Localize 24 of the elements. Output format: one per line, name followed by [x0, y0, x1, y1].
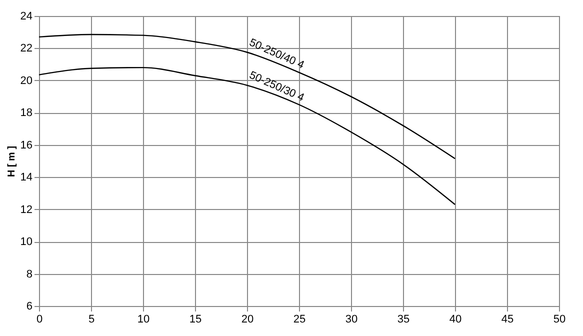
x-tick-label: 20 [241, 314, 254, 326]
y-tick-label: 12 [20, 204, 32, 216]
line-series [38, 34, 456, 160]
y-tick-label: 24 [20, 10, 32, 22]
x-tick-label: 15 [189, 314, 202, 326]
y-tick-label: 8 [26, 268, 32, 280]
x-tick-label: 10 [137, 314, 150, 326]
x-tick-label: 0 [36, 314, 43, 326]
line-series [38, 66, 456, 206]
x-tick-label: 45 [501, 314, 514, 326]
x-tick-label: 30 [345, 314, 358, 326]
x-tick-label: 50 [553, 314, 566, 326]
y-tick-label: 22 [20, 42, 32, 55]
y-tick-label: 10 [20, 236, 32, 248]
y-tick-label: 16 [20, 139, 32, 152]
y-tick-label: 6 [26, 300, 32, 312]
x-tick-label: 5 [88, 314, 95, 326]
x-tick-label: 40 [449, 314, 462, 326]
y-tick-label: 14 [20, 172, 32, 184]
x-tick-label: 35 [397, 314, 410, 326]
x-tick-label: 25 [293, 314, 306, 326]
y-tick-label: 18 [20, 107, 32, 120]
y-tick-label: 20 [20, 74, 32, 87]
y-axis-title: H [ m ] [6, 146, 18, 178]
